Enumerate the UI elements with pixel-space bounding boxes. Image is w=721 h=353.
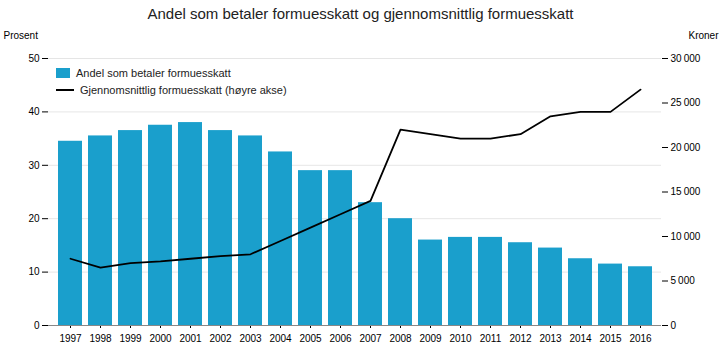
html-text:Andel som betaler formuesskatt: Andel som betaler formuesskatt og gjenno… (147, 5, 574, 22)
svg-text:50: 50 (28, 53, 40, 64)
svg-text:2005: 2005 (299, 333, 322, 344)
svg-text:2016: 2016 (629, 333, 652, 344)
svg-text:10: 10 (28, 266, 40, 277)
svg-text:1999: 1999 (119, 333, 142, 344)
html-text:Andel som betaler formuesskatt: Andel som betaler formuesskatt (76, 66, 231, 79)
svg-text:2014: 2014 (569, 333, 592, 344)
svg-text:0: 0 (671, 320, 677, 331)
svg-text:10 000: 10 000 (671, 231, 701, 242)
svg-text:2008: 2008 (389, 333, 412, 344)
svg-text:25 000: 25 000 (671, 97, 701, 108)
svg-text:1998: 1998 (89, 333, 112, 344)
svg-text:30: 30 (28, 160, 40, 171)
svg-text:2009: 2009 (419, 333, 442, 344)
svg-text:5 000: 5 000 (671, 275, 696, 286)
svg-text:0: 0 (34, 320, 40, 331)
svg-text:Prosent: Prosent (4, 30, 39, 41)
svg-text:2011: 2011 (480, 333, 502, 344)
svg-text:2003: 2003 (239, 333, 262, 344)
svg-text:2004: 2004 (269, 333, 292, 344)
svg-text:15 000: 15 000 (671, 186, 701, 197)
svg-text:30 000: 30 000 (671, 53, 701, 64)
svg-text:2015: 2015 (599, 333, 622, 344)
svg-text:Kroner: Kroner (688, 30, 719, 41)
svg-text:2007: 2007 (359, 333, 382, 344)
html-text:Gjennomsnittlig formuesskatt (: Gjennomsnittlig formuesskatt (høyre akse… (80, 83, 287, 96)
svg-text:2002: 2002 (209, 333, 232, 344)
svg-text:20: 20 (28, 213, 40, 224)
svg-text:20 000: 20 000 (671, 142, 701, 153)
svg-text:2001: 2001 (179, 333, 202, 344)
svg-text:2012: 2012 (509, 333, 532, 344)
svg-text:1997: 1997 (59, 333, 82, 344)
svg-text:2000: 2000 (149, 333, 172, 344)
svg-text:2013: 2013 (539, 333, 562, 344)
svg-text:40: 40 (28, 106, 40, 117)
svg-text:2010: 2010 (449, 333, 472, 344)
svg-text:2006: 2006 (329, 333, 352, 344)
